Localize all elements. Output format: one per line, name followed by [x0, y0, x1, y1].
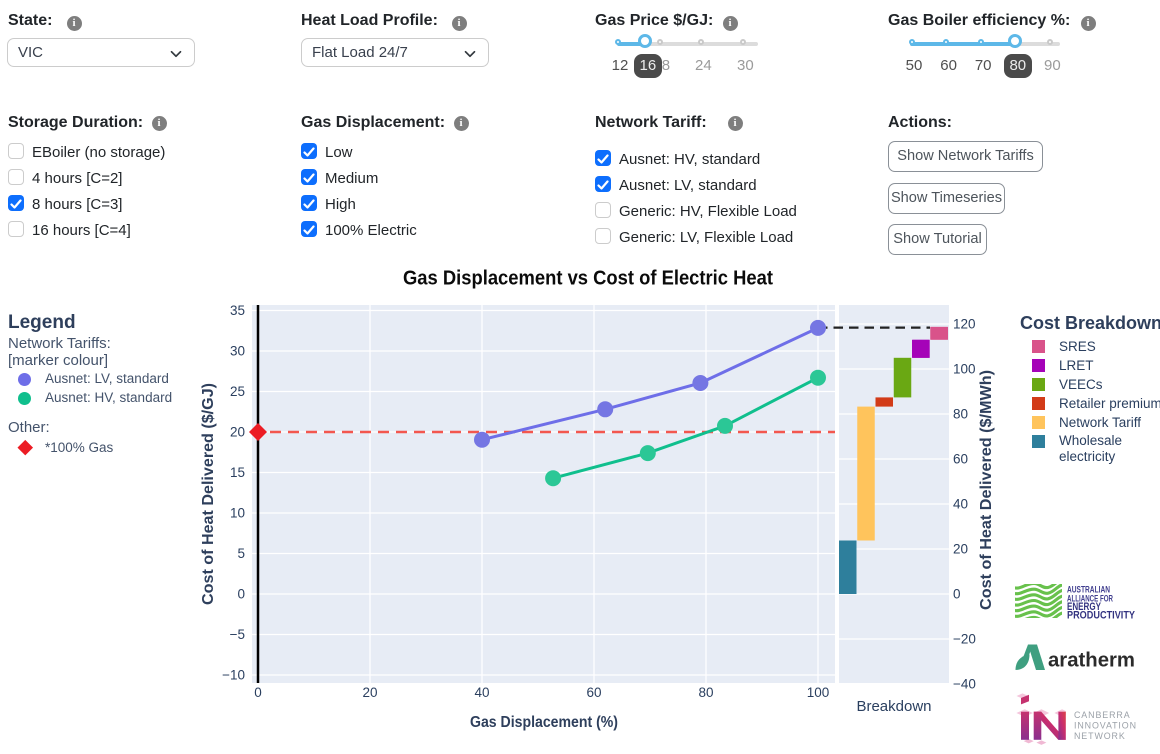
svg-text:100: 100	[953, 362, 976, 377]
svg-text:40: 40	[474, 685, 489, 700]
svg-text:−10: −10	[222, 668, 245, 683]
svg-text:80: 80	[953, 407, 968, 422]
svg-text:40: 40	[953, 497, 968, 512]
svg-text:120: 120	[953, 317, 976, 332]
svg-text:−5: −5	[230, 627, 245, 642]
svg-text:AUSTRALIAN: AUSTRALIAN	[1067, 585, 1110, 596]
svg-text:Cost of Heat Delivered ($/MWh): Cost of Heat Delivered ($/MWh)	[978, 370, 995, 610]
svg-text:Gas Displacement (%): Gas Displacement (%)	[470, 714, 618, 731]
svg-text:Breakdown: Breakdown	[856, 698, 931, 715]
svg-text:Cost of Heat Delivered ($/GJ): Cost of Heat Delivered ($/GJ)	[200, 383, 217, 605]
svg-text:80: 80	[698, 685, 713, 700]
svg-text:35: 35	[230, 303, 245, 318]
svg-text:25: 25	[230, 384, 245, 399]
svg-text:100: 100	[807, 685, 830, 700]
svg-text:INNOVATION: INNOVATION	[1074, 721, 1137, 731]
svg-text:15: 15	[230, 465, 245, 480]
svg-text:aratherm: aratherm	[1048, 649, 1135, 672]
svg-text:ALLIANCE FOR: ALLIANCE FOR	[1067, 594, 1113, 605]
svg-text:20: 20	[362, 685, 377, 700]
svg-text:20: 20	[230, 425, 245, 440]
svg-text:Gas Displacement vs Cost of El: Gas Displacement vs Cost of Electric Hea…	[403, 267, 773, 290]
svg-text:60: 60	[586, 685, 601, 700]
svg-text:5: 5	[237, 546, 245, 561]
svg-text:NETWORK: NETWORK	[1074, 731, 1126, 741]
svg-text:0: 0	[254, 685, 262, 700]
svg-text:0: 0	[237, 587, 245, 602]
svg-text:20: 20	[953, 542, 968, 557]
svg-text:60: 60	[953, 452, 968, 467]
svg-text:30: 30	[230, 344, 245, 359]
svg-text:CANBERRA: CANBERRA	[1074, 710, 1131, 720]
svg-text:10: 10	[230, 506, 245, 521]
svg-text:−40: −40	[953, 677, 976, 692]
svg-text:0: 0	[953, 587, 961, 602]
svg-text:ENERGY: ENERGY	[1067, 601, 1101, 613]
svg-text:PRODUCTIVITY: PRODUCTIVITY	[1067, 609, 1135, 621]
svg-text:−20: −20	[953, 632, 976, 647]
